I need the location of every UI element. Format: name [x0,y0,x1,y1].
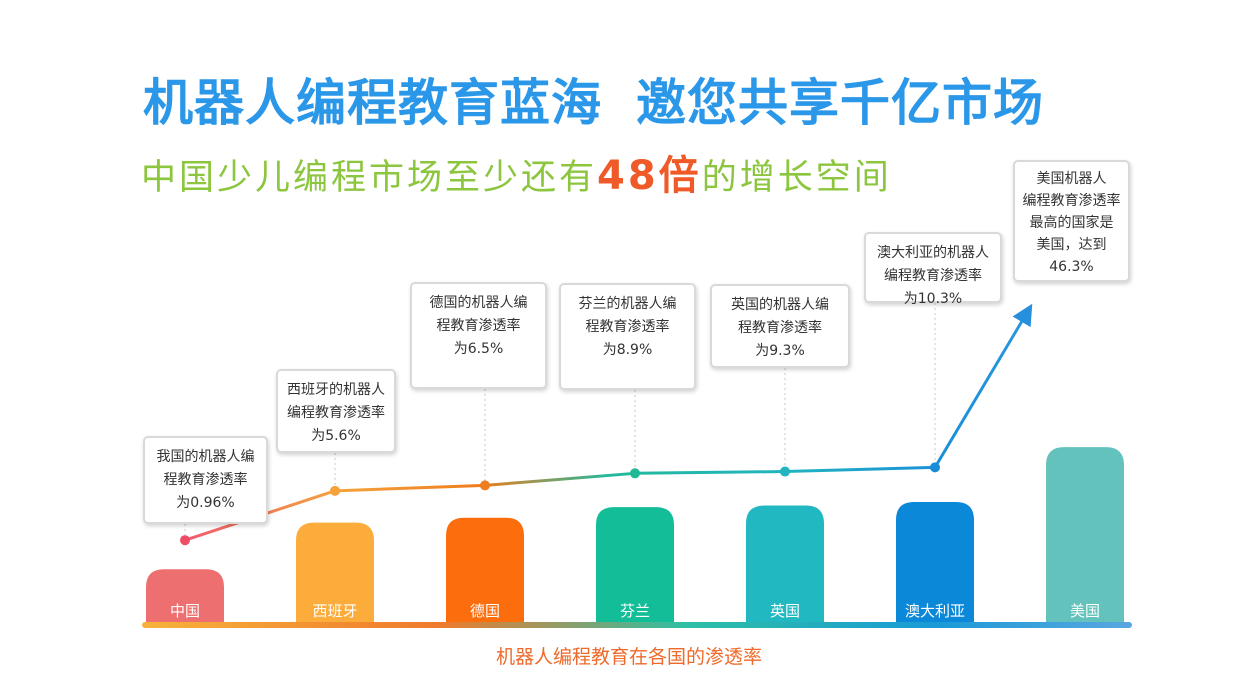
bar-label-1: 西班牙 [312,602,357,620]
bar-label-5: 澳大利亚 [905,602,965,620]
annotation-line: 程教育渗透率 [738,320,822,336]
bar-6 [1046,447,1124,625]
annotation-line: 我国的机器人编 [156,449,255,465]
annotation-box-1: 西班牙的机器人 编程教育渗透率 为5.6% [276,369,396,453]
bar-1 [296,522,374,625]
annotation-line: 美国机器人 [1036,171,1107,187]
annotation-line: 为5.6% [311,428,361,444]
annotation-line: 程教育渗透率 [436,318,521,334]
trend-point-0 [180,535,190,546]
annotation-line: 程教育渗透率 [163,472,248,488]
bar-5 [896,502,974,625]
x-axis-baseline [142,622,1132,628]
annotation-line: 为0.96% [176,495,235,511]
bar-label-2: 德国 [470,602,500,620]
trend-point-3 [630,468,640,479]
annotation-box-2: 德国的机器人编 程教育渗透率 为6.5% [410,282,547,389]
annotation-line: 为6.5% [453,341,504,357]
annotation-box-0: 我国的机器人编 程教育渗透率 为0.96% [143,436,268,524]
annotation-line: 为8.9% [602,342,653,358]
x-axis-title: 机器人编程教育在各国的渗透率 [495,646,762,668]
bar-3 [596,507,674,625]
annotation-line: 程教育渗透率 [585,319,670,335]
bar-label-3: 芬兰 [620,602,650,620]
bar-2 [446,517,524,625]
annotation-box-5: 澳大利亚的机器人 编程教育渗透率 为10.3% [864,232,1002,307]
bar-label-0: 中国 [170,602,200,620]
page-subtitle: 中国少儿编程市场至少还有48倍的增长空间 [141,150,892,204]
annotation-line: 46.3% [1049,259,1094,275]
annotation-line: 英国的机器人编 [731,297,829,313]
subtitle-highlight: 48倍 [597,153,702,199]
annotation-box-3: 芬兰的机器人编 程教育渗透率 为8.9% [559,283,696,390]
trend-point-2 [480,480,490,491]
bar-label-6: 美国 [1070,602,1100,620]
title-part-1: 机器人编程教育蓝海 [143,74,602,132]
page-title: 机器人编程教育蓝海 邀您共享千亿市场 [143,72,1044,134]
annotation-box-4: 英国的机器人编 程教育渗透率 为9.3% [710,284,850,368]
trend-point-1 [330,485,340,496]
trend-point-4 [780,466,790,477]
annotation-line: 芬兰的机器人编 [578,296,677,312]
annotation-line: 澳大利亚的机器人 [877,245,989,261]
bar-0 [146,569,224,625]
annotation-line: 美国，达到 [1036,237,1107,253]
subtitle-suffix: 的增长空间 [701,158,892,198]
annotation-line: 编程教育渗透率 [884,268,982,284]
annotation-line: 最高的国家是 [1029,215,1114,231]
trend-point-5 [930,462,940,473]
annotation-line: 德国的机器人编 [429,295,528,311]
annotation-line: 编程教育渗透率 [287,405,385,421]
bar-label-4: 英国 [770,602,800,620]
bar-4 [746,505,824,625]
title-part-2: 邀您共享千亿市场 [636,74,1044,132]
annotation-line: 为9.3% [755,343,805,359]
annotation-line: 西班牙的机器人 [287,382,385,398]
annotation-line: 为10.3% [903,291,963,307]
subtitle-prefix: 中国少儿编程市场至少还有 [141,158,598,198]
annotation-box-6: 美国机器人编程教育渗透率 最高的国家是 美国，达到 46.3% [1013,160,1130,282]
annotation-line: 编程教育渗透率 [1022,193,1121,209]
